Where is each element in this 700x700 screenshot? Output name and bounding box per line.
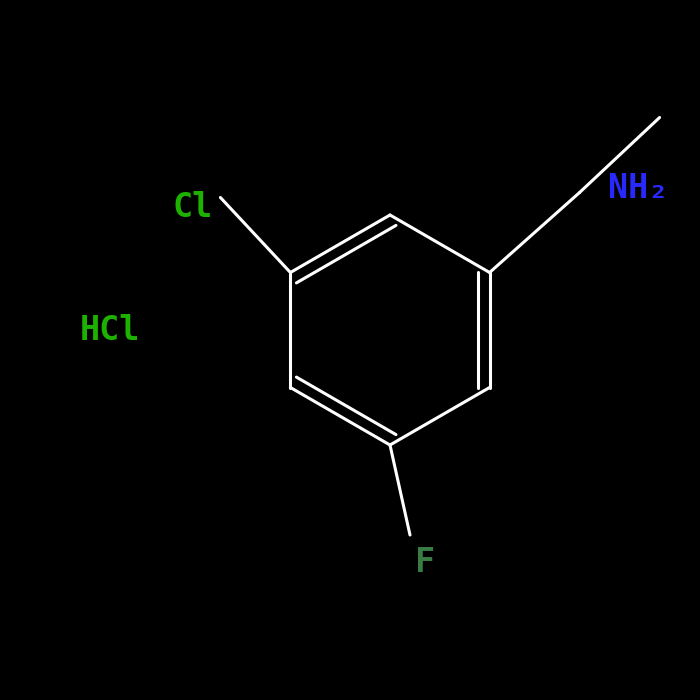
- Text: Cl: Cl: [172, 191, 212, 224]
- Text: F: F: [415, 547, 435, 580]
- Text: HCl: HCl: [80, 314, 140, 346]
- Text: NH₂: NH₂: [608, 172, 668, 206]
